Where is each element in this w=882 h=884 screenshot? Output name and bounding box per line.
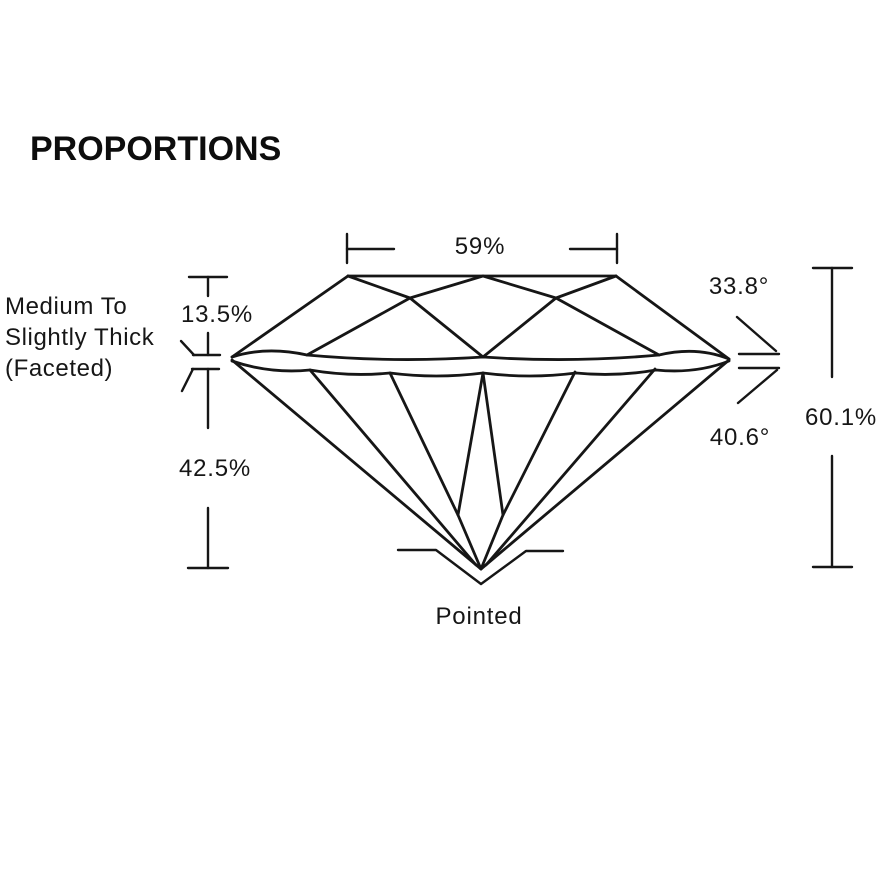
- table-width-dimension: [345, 232, 619, 265]
- girdle-top-leader: [179, 339, 196, 357]
- crown-slope-right: [614, 274, 731, 361]
- pavilion-slope-left: [230, 358, 483, 571]
- crown-slope-left: [230, 274, 350, 359]
- bezel-facet-edge-right-inner: [481, 296, 558, 359]
- pavilion-slope-right: [479, 358, 731, 571]
- lower-girdle-edge-right: [484, 367, 657, 567]
- crown-facets: [230, 274, 731, 361]
- crown-angle-slope-line: [735, 315, 778, 353]
- crown-angle-label: 33.8°: [708, 273, 770, 300]
- bezel-facet-edge-left-outer: [305, 296, 412, 357]
- total-depth-dimension: [811, 266, 854, 569]
- pavilion-depth-label: 42.5%: [178, 455, 252, 482]
- table-width-label: 59%: [454, 233, 506, 260]
- page-title: PROPORTIONS: [30, 130, 282, 168]
- girdle-thickness-line1: Medium To: [5, 293, 128, 320]
- lower-girdle-edge-left: [308, 368, 478, 567]
- pavilion-angle-label: 40.6°: [709, 424, 771, 451]
- pavilion-main-edge-left: [388, 371, 460, 517]
- girdle-thickness-label: Medium To Slightly Thick (Faceted): [5, 291, 154, 384]
- bezel-facet-edge-right-outer: [554, 296, 661, 357]
- culet-label: Pointed: [435, 603, 523, 630]
- culet-bracket: [396, 548, 565, 586]
- total-depth-label: 60.1%: [804, 404, 878, 431]
- star-facet-edges: [346, 274, 618, 300]
- bezel-facet-edge-left-inner: [408, 296, 485, 359]
- pavilion-main-edge-right: [501, 370, 577, 517]
- pavilion-angle-slope-line: [736, 368, 779, 405]
- girdle-top-line: [230, 349, 731, 361]
- pavilion-angle-marker: [736, 366, 781, 405]
- center-pavilion-facet-left: [456, 371, 485, 571]
- girdle-bottom-leader: [180, 367, 195, 393]
- crown-height-label: 13.5%: [180, 301, 254, 328]
- center-pavilion-facet-right: [479, 371, 505, 571]
- girdle-thickness-line2: Slightly Thick: [5, 324, 155, 351]
- crown-height-dimension: [179, 275, 229, 393]
- culet-bracket-line: [396, 548, 565, 586]
- pavilion-facets: [230, 358, 731, 571]
- pavilion-depth-dimension: [186, 367, 230, 570]
- girdle-thickness-line3: (Faceted): [5, 355, 114, 382]
- crown-angle-marker: [735, 315, 781, 356]
